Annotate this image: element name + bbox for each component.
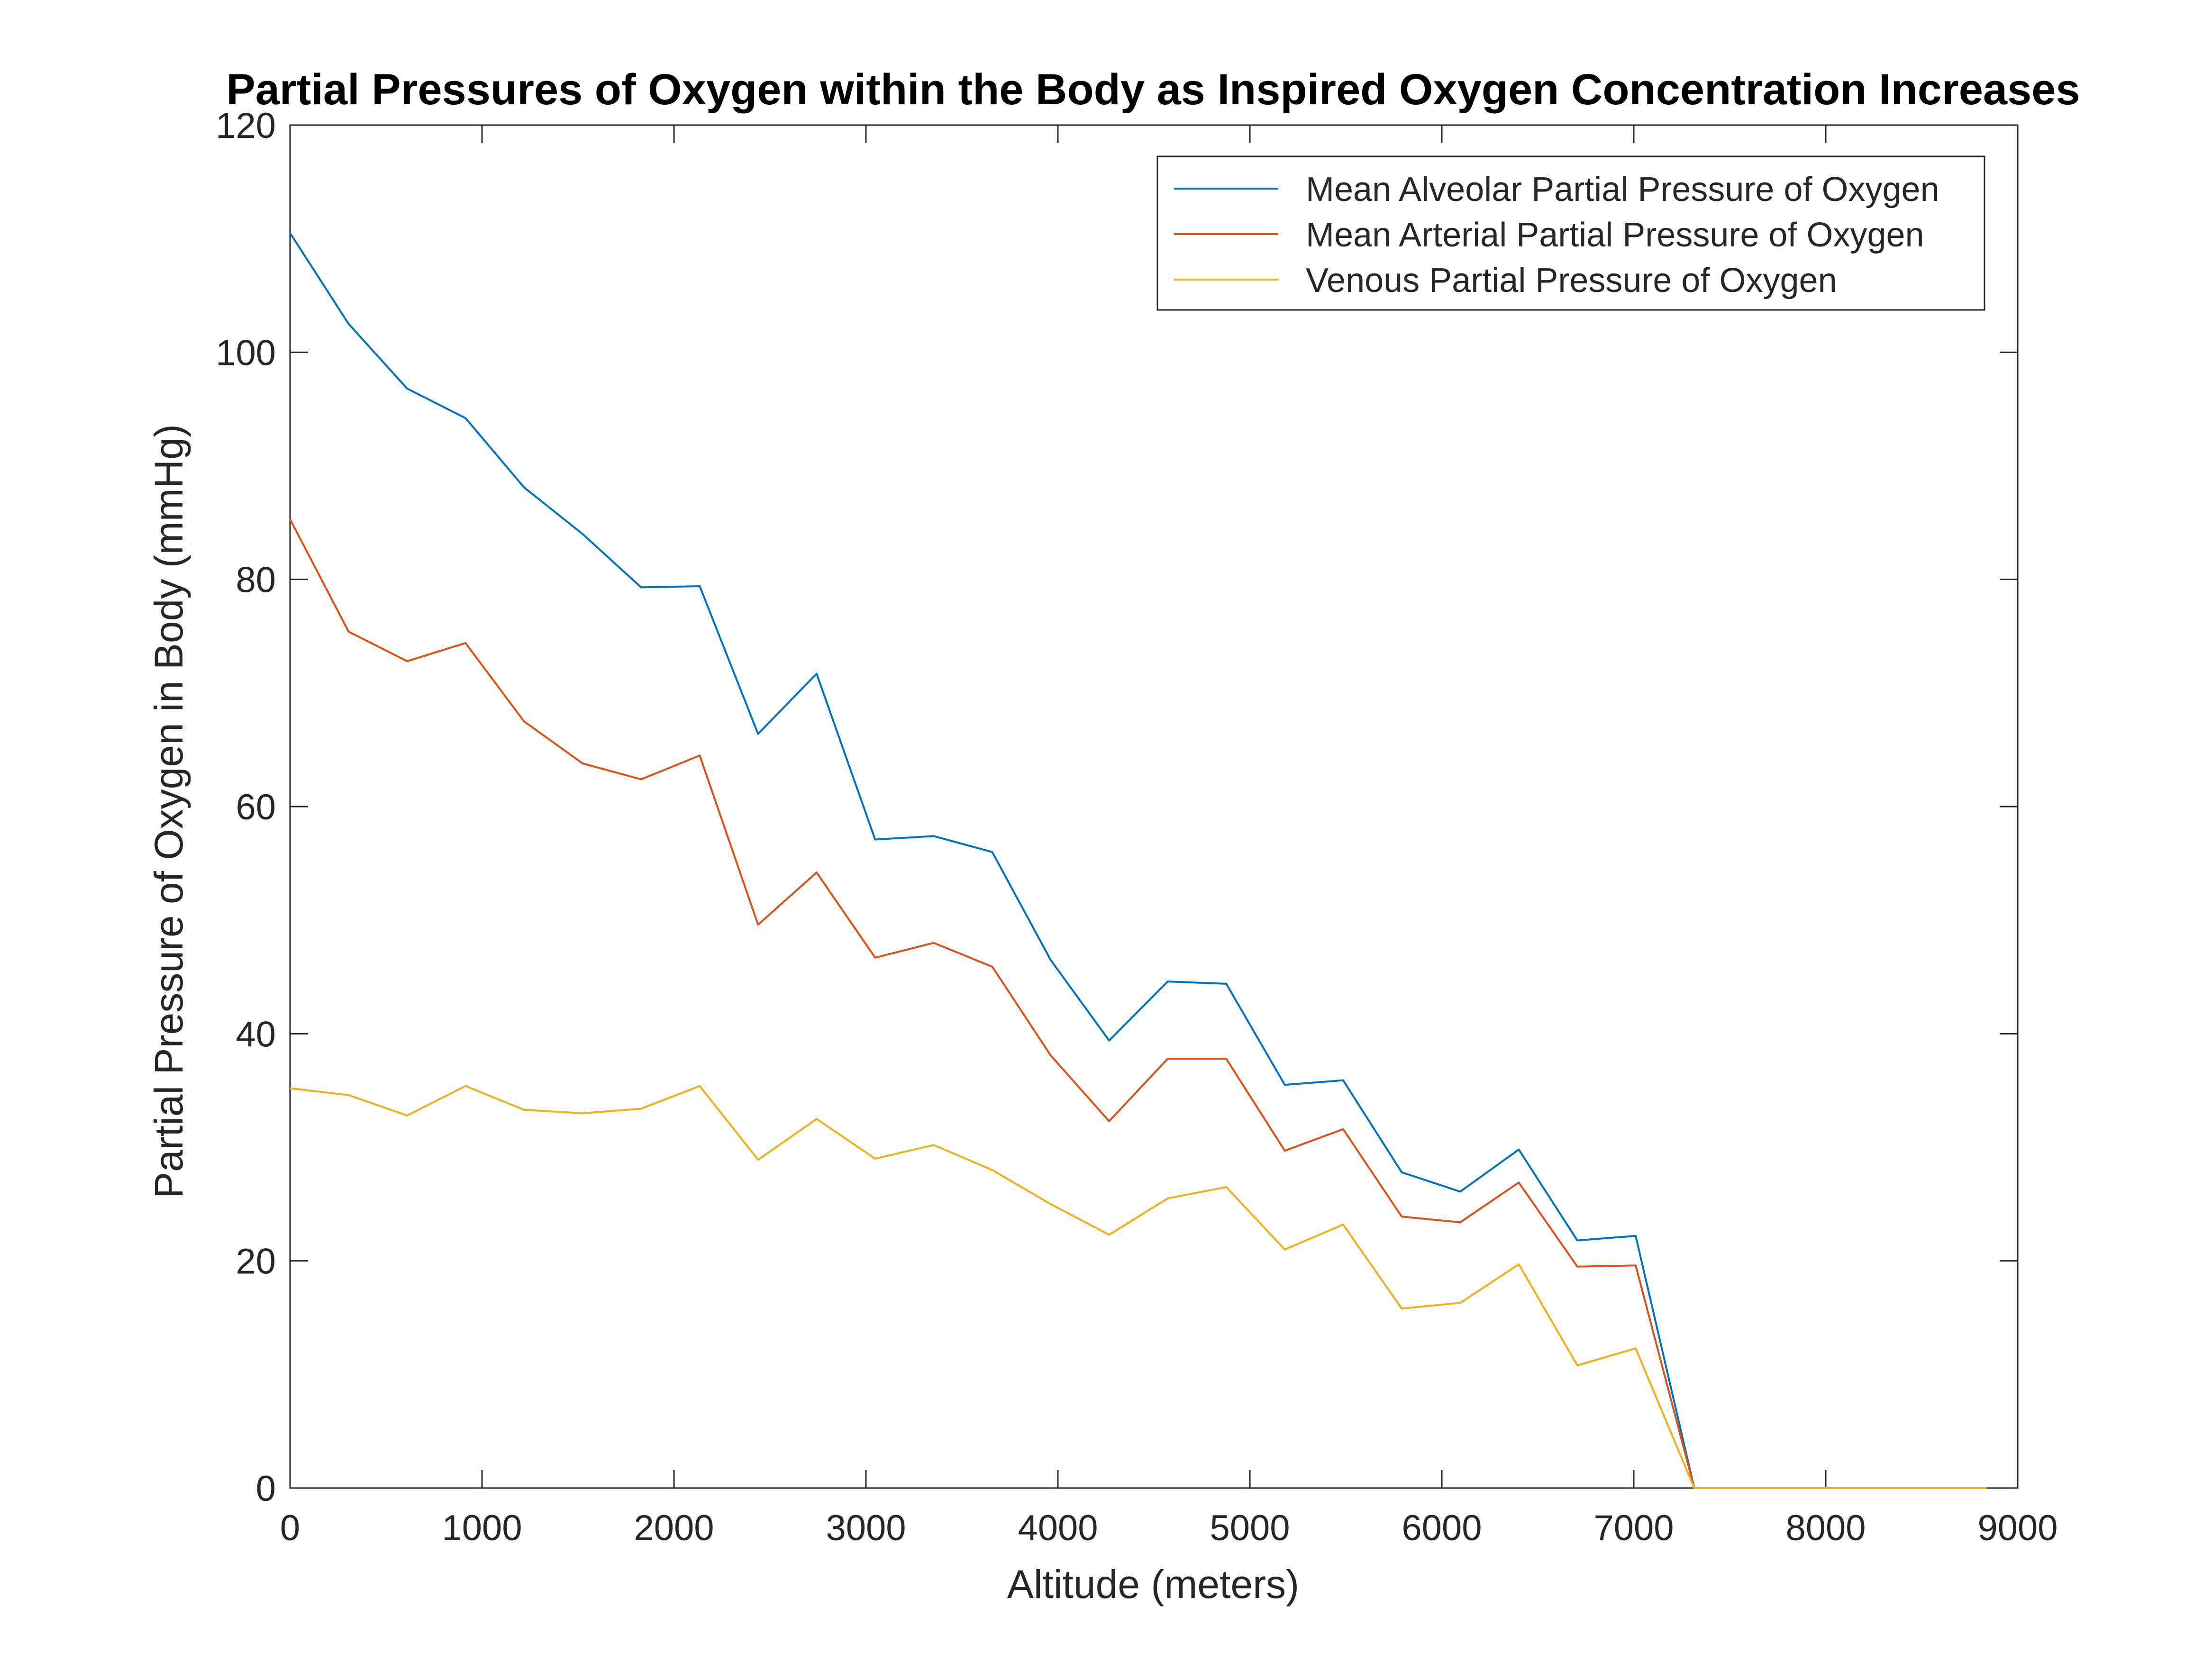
x-tick-label: 7000 (1593, 1508, 1674, 1548)
x-axis-label: Altitude (meters) (1007, 1562, 1299, 1607)
y-tick-label: 20 (236, 1242, 276, 1282)
x-tick-label: 9000 (1977, 1508, 2057, 1548)
legend-label: Mean Alveolar Partial Pressure of Oxygen (1306, 171, 1939, 209)
y-tick-label: 100 (216, 333, 276, 373)
legend-label: Mean Arterial Partial Pressure of Oxygen (1306, 216, 1924, 254)
x-tick-label: 6000 (1402, 1508, 1482, 1548)
x-tick-label: 3000 (826, 1508, 906, 1548)
chart-title: Partial Pressures of Oxygen within the B… (226, 65, 2080, 114)
legend: Mean Alveolar Partial Pressure of Oxygen… (1156, 155, 1985, 311)
legend-box (1156, 155, 1985, 311)
plot-area-box (289, 124, 2019, 1489)
x-tick-label: 4000 (1018, 1508, 1098, 1548)
series-line (290, 1085, 1987, 1489)
y-tick-label: 40 (236, 1014, 276, 1054)
y-tick-label: 120 (216, 106, 276, 146)
y-axis-label: Partial Pressure of Oxygen in Body (mmHg… (146, 424, 191, 1198)
x-tick-label: 0 (280, 1508, 300, 1548)
x-tick-label: 5000 (1210, 1508, 1290, 1548)
axes: 0 1000 2000 3000 4000 5000 6000 7000 8000 9000 0 20… (216, 106, 2057, 1548)
legend-label: Venous Partial Pressure of Oxygen (1306, 262, 1837, 300)
x-tick-label: 2000 (634, 1508, 714, 1548)
series-group (289, 232, 1987, 1489)
x-tick-label: 8000 (1785, 1508, 1866, 1548)
y-tick-label: 0 (256, 1469, 276, 1509)
x-tick-label: 1000 (442, 1508, 522, 1548)
y-tick-label: 60 (236, 787, 276, 827)
y-tick-label: 80 (236, 560, 276, 600)
